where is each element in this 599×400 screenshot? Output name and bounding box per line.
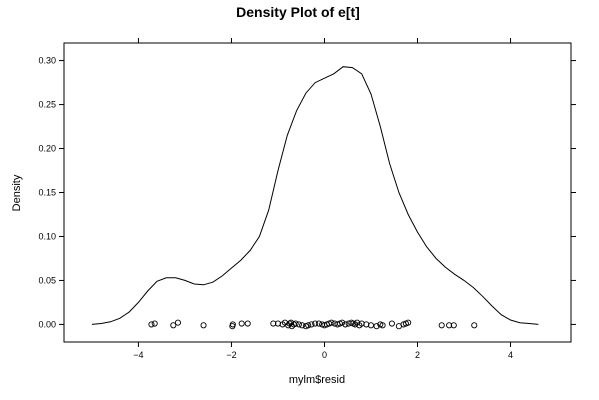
x-tick-label: −4 xyxy=(133,350,143,360)
axis-ticks xyxy=(59,38,576,347)
residual-point xyxy=(367,322,375,329)
y-tick-label: 0.25 xyxy=(38,100,56,110)
residual-point xyxy=(471,322,478,329)
residual-point xyxy=(352,321,359,328)
residual-point xyxy=(305,322,312,329)
y-tick-label: 0.20 xyxy=(38,144,56,154)
x-tick-label: 0 xyxy=(322,350,327,360)
residual-point xyxy=(328,319,335,326)
residual-point xyxy=(446,322,453,329)
x-axis-label: mylm$resid xyxy=(289,374,345,386)
residual-point xyxy=(170,322,177,329)
axis-tick-labels: −4 −2 0 2 4 0.00 0.05 0.10 0.15 0.20 0.25 0.30 xyxy=(38,56,513,360)
x-tick-label: 2 xyxy=(415,350,420,360)
density-line xyxy=(91,66,539,325)
residual-point xyxy=(312,320,319,327)
residual-point xyxy=(405,319,412,326)
residual-point xyxy=(373,323,380,330)
residual-point xyxy=(295,321,302,328)
chart-title: Density Plot of e[t] xyxy=(236,4,360,20)
residual-point xyxy=(438,322,445,329)
residual-point xyxy=(315,320,322,327)
y-tick-label: 0.00 xyxy=(38,319,56,329)
residual-point xyxy=(148,321,155,328)
plot-frame xyxy=(63,42,572,343)
y-tick-label: 0.15 xyxy=(38,188,56,198)
residual-point xyxy=(299,322,306,329)
residual-point xyxy=(229,321,236,328)
residual-point xyxy=(244,320,251,327)
x-tick-label: −2 xyxy=(226,350,236,360)
y-axis-label: Density xyxy=(11,174,23,211)
residual-point xyxy=(151,320,158,327)
y-tick-label: 0.30 xyxy=(38,56,56,66)
residual-point xyxy=(270,320,277,327)
residual-point xyxy=(238,320,245,327)
residual-points xyxy=(148,319,478,330)
y-tick-label: 0.10 xyxy=(38,231,56,241)
x-tick-label: 4 xyxy=(508,350,513,360)
residual-point xyxy=(342,321,349,328)
residual-point xyxy=(450,322,457,329)
residual-point xyxy=(388,320,395,327)
residual-point xyxy=(292,320,299,327)
residual-point xyxy=(379,322,386,329)
y-tick-label: 0.05 xyxy=(38,275,56,285)
residual-point xyxy=(308,321,315,328)
residual-point xyxy=(174,319,182,326)
residual-point xyxy=(345,320,352,327)
residual-point xyxy=(200,322,207,329)
residual-point xyxy=(339,319,346,326)
